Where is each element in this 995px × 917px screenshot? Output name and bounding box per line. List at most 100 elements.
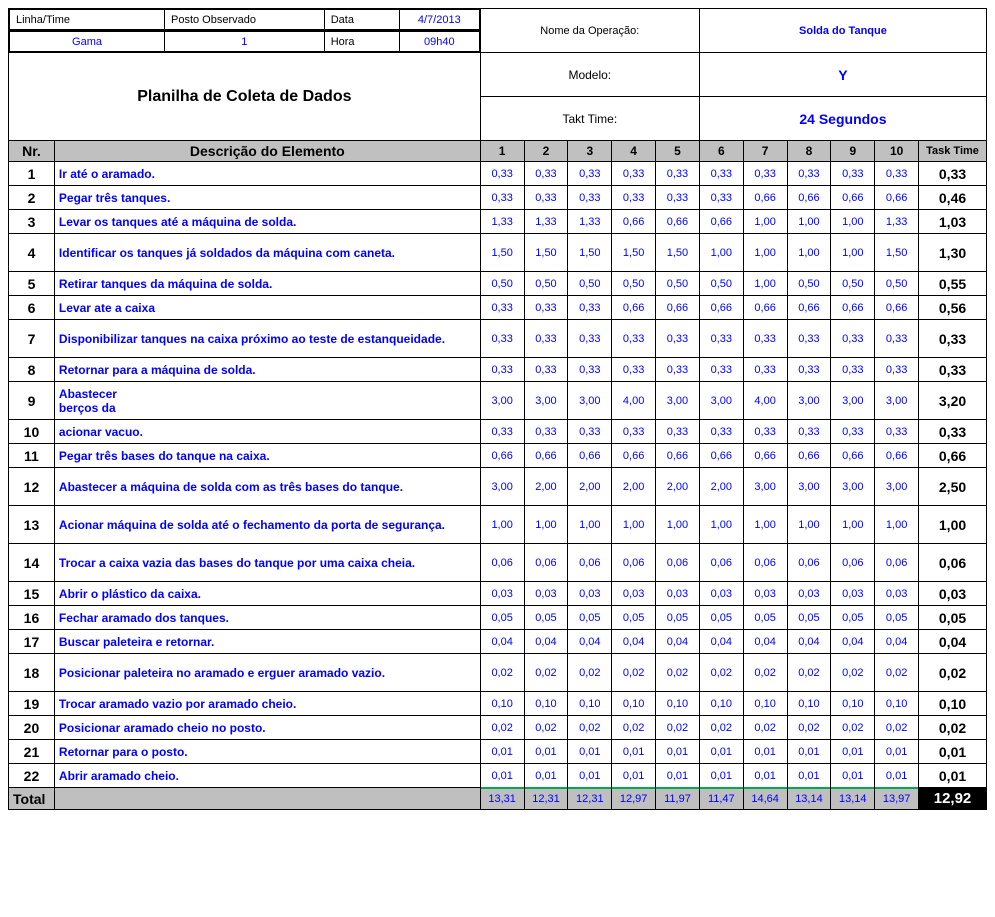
row-obs: 1,00 <box>568 506 612 544</box>
row-obs: 0,66 <box>612 296 656 320</box>
linha-label: Linha/Time <box>10 10 165 30</box>
row-obs: 0,03 <box>831 582 875 606</box>
data-label: Data <box>324 10 399 30</box>
row-obs: 0,01 <box>656 764 700 788</box>
row-obs: 0,33 <box>612 186 656 210</box>
col-obs-7: 7 <box>743 141 787 162</box>
row-obs: 0,33 <box>743 358 787 382</box>
row-obs: 0,06 <box>524 544 568 582</box>
row-obs: 0,66 <box>524 444 568 468</box>
row-obs: 0,02 <box>699 716 743 740</box>
row-task-time: 0,33 <box>919 420 987 444</box>
row-obs: 1,50 <box>612 234 656 272</box>
row-obs: 3,00 <box>875 468 919 506</box>
row-obs: 0,04 <box>568 630 612 654</box>
row-task-time: 0,55 <box>919 272 987 296</box>
row-obs: 0,03 <box>612 582 656 606</box>
row-obs: 3,00 <box>480 382 524 420</box>
row-obs: 0,50 <box>787 272 831 296</box>
row-obs: 1,50 <box>480 234 524 272</box>
row-obs: 0,33 <box>875 162 919 186</box>
row-obs: 0,66 <box>875 444 919 468</box>
row-obs: 0,06 <box>699 544 743 582</box>
row-task-time: 0,05 <box>919 606 987 630</box>
table-row: 19Trocar aramado vazio por aramado cheio… <box>9 692 987 716</box>
total-row: Total 13,31 12,31 12,31 12,97 11,97 11,4… <box>9 788 987 810</box>
row-obs: 3,00 <box>524 382 568 420</box>
row-obs: 0,05 <box>699 606 743 630</box>
row-nr: 16 <box>9 606 55 630</box>
row-obs: 1,00 <box>787 506 831 544</box>
row-obs: 0,33 <box>524 358 568 382</box>
row-desc: Acionar máquina de solda até o fechament… <box>54 506 480 544</box>
row-obs: 0,06 <box>743 544 787 582</box>
row-obs: 0,02 <box>831 716 875 740</box>
row-obs: 0,66 <box>656 444 700 468</box>
row-obs: 0,10 <box>524 692 568 716</box>
row-nr: 13 <box>9 506 55 544</box>
row-desc: Retornar para a máquina de solda. <box>54 358 480 382</box>
row-obs: 0,33 <box>612 420 656 444</box>
row-obs: 0,33 <box>656 420 700 444</box>
row-obs: 0,33 <box>743 162 787 186</box>
row-desc: Levar ate a caixa <box>54 296 480 320</box>
row-obs: 0,66 <box>875 186 919 210</box>
row-nr: 19 <box>9 692 55 716</box>
row-obs: 0,66 <box>568 444 612 468</box>
row-obs: 0,01 <box>831 740 875 764</box>
row-obs: 3,00 <box>787 382 831 420</box>
row-obs: 0,10 <box>656 692 700 716</box>
row-obs: 0,33 <box>568 320 612 358</box>
row-task-time: 0,04 <box>919 630 987 654</box>
row-obs: 3,00 <box>699 382 743 420</box>
row-task-time: 0,33 <box>919 320 987 358</box>
row-obs: 0,33 <box>787 320 831 358</box>
row-obs: 0,33 <box>568 296 612 320</box>
row-obs: 0,66 <box>743 444 787 468</box>
row-obs: 0,33 <box>568 420 612 444</box>
row-desc: Retirar tanques da máquina de solda. <box>54 272 480 296</box>
row-obs: 0,05 <box>524 606 568 630</box>
row-task-time: 0,33 <box>919 358 987 382</box>
row-desc: Trocar aramado vazio por aramado cheio. <box>54 692 480 716</box>
row-desc: Abastecer a máquina de solda com as três… <box>54 468 480 506</box>
hora-value: 09h40 <box>399 32 479 52</box>
modelo-label: Modelo: <box>480 53 699 97</box>
row-desc: Pegar três bases do tanque na caixa. <box>54 444 480 468</box>
row-obs: 1,00 <box>831 234 875 272</box>
row-obs: 0,01 <box>699 740 743 764</box>
row-task-time: 1,30 <box>919 234 987 272</box>
row-obs: 0,01 <box>875 764 919 788</box>
row-obs: 0,50 <box>612 272 656 296</box>
row-obs: 0,01 <box>568 740 612 764</box>
row-nr: 20 <box>9 716 55 740</box>
row-obs: 0,02 <box>480 654 524 692</box>
row-obs: 0,04 <box>699 630 743 654</box>
row-obs: 1,50 <box>656 234 700 272</box>
row-obs: 0,50 <box>875 272 919 296</box>
row-obs: 0,33 <box>787 358 831 382</box>
row-obs: 0,33 <box>787 162 831 186</box>
row-obs: 3,00 <box>743 468 787 506</box>
table-row: 8Retornar para a máquina de solda.0,330,… <box>9 358 987 382</box>
table-row: 9Abastecer berços da3,003,003,004,003,00… <box>9 382 987 420</box>
row-obs: 0,33 <box>656 186 700 210</box>
row-obs: 0,66 <box>787 186 831 210</box>
row-obs: 0,06 <box>480 544 524 582</box>
row-obs: 0,01 <box>787 740 831 764</box>
col-obs-9: 9 <box>831 141 875 162</box>
takt-label: Takt Time: <box>480 97 699 141</box>
row-obs: 1,00 <box>875 506 919 544</box>
row-task-time: 2,50 <box>919 468 987 506</box>
row-obs: 0,66 <box>831 186 875 210</box>
row-obs: 0,33 <box>568 162 612 186</box>
row-obs: 3,00 <box>480 468 524 506</box>
row-obs: 3,00 <box>656 382 700 420</box>
table-row: 4Identificar os tanques já soldados da m… <box>9 234 987 272</box>
col-obs-10: 10 <box>875 141 919 162</box>
row-obs: 0,02 <box>743 716 787 740</box>
table-row: 6Levar ate a caixa0,330,330,330,660,660,… <box>9 296 987 320</box>
row-obs: 0,04 <box>743 630 787 654</box>
row-obs: 0,03 <box>524 582 568 606</box>
row-obs: 2,00 <box>699 468 743 506</box>
